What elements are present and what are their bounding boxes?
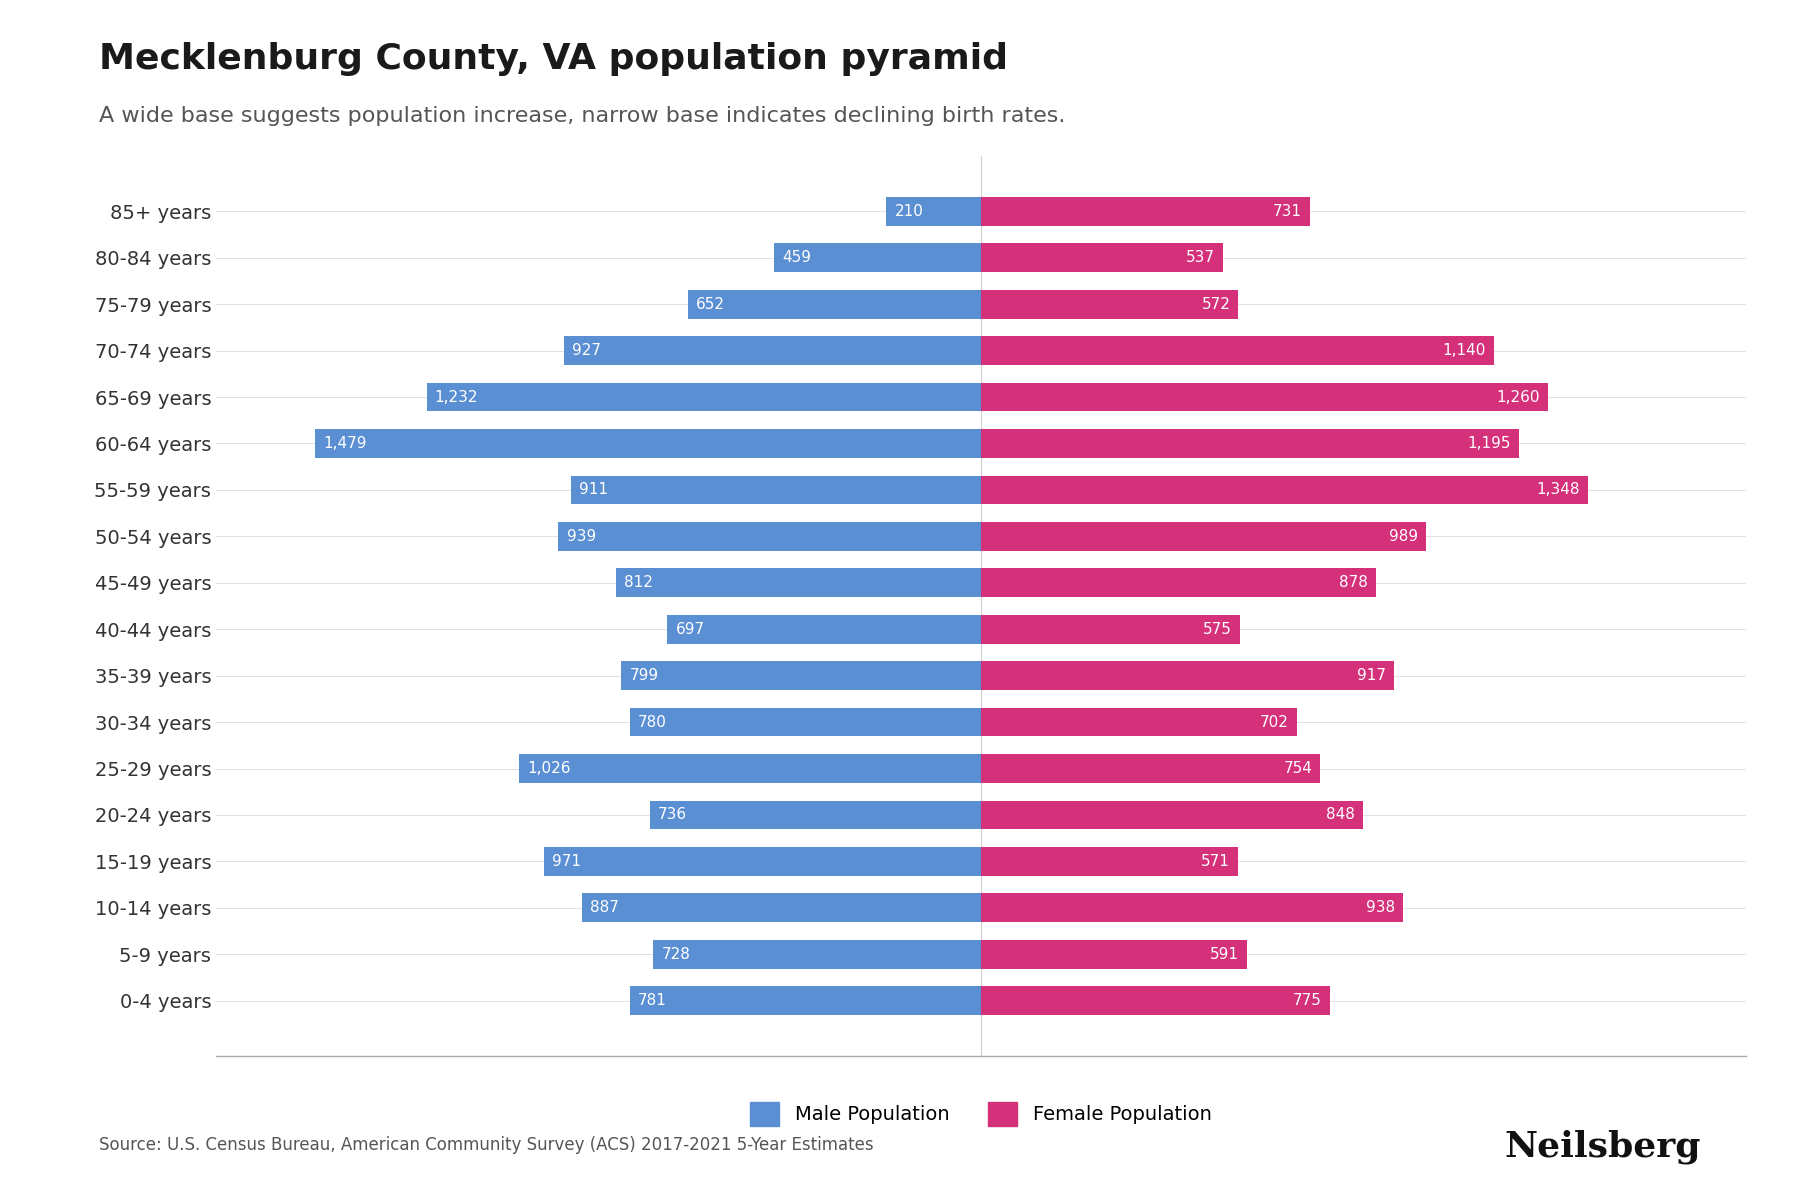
Text: 939: 939 (567, 529, 596, 544)
Text: 754: 754 (1283, 761, 1312, 776)
Text: 887: 887 (590, 900, 619, 916)
Bar (981, 708, 1296, 737)
Bar (981, 197, 1310, 226)
Bar (315, 430, 981, 458)
Text: 878: 878 (1339, 575, 1368, 590)
Bar (886, 197, 981, 226)
Text: 459: 459 (783, 251, 812, 265)
Text: 1,026: 1,026 (527, 761, 571, 776)
Text: 848: 848 (1325, 808, 1354, 822)
Text: 799: 799 (630, 668, 659, 683)
Bar (981, 383, 1548, 412)
Bar (621, 661, 981, 690)
Text: 702: 702 (1260, 714, 1289, 730)
Text: 911: 911 (580, 482, 608, 498)
Text: 812: 812 (623, 575, 653, 590)
Bar (616, 569, 981, 598)
Bar (981, 430, 1519, 458)
Text: 927: 927 (572, 343, 601, 358)
Text: A wide base suggests population increase, narrow base indicates declining birth : A wide base suggests population increase… (99, 106, 1066, 126)
Text: 1,479: 1,479 (324, 436, 367, 451)
Text: 728: 728 (662, 947, 691, 961)
Text: 571: 571 (1201, 854, 1229, 869)
Text: Mecklenburg County, VA population pyramid: Mecklenburg County, VA population pyrami… (99, 42, 1008, 76)
Bar (981, 244, 1222, 272)
Text: 989: 989 (1390, 529, 1418, 544)
Bar (981, 986, 1330, 1015)
Text: 938: 938 (1366, 900, 1395, 916)
Text: 1,260: 1,260 (1496, 390, 1539, 404)
Text: 572: 572 (1201, 296, 1231, 312)
Bar (981, 475, 1588, 504)
Bar (981, 569, 1375, 598)
Bar (558, 522, 981, 551)
Text: 971: 971 (553, 854, 581, 869)
Bar (427, 383, 981, 412)
Text: Neilsberg: Neilsberg (1505, 1129, 1701, 1164)
Bar (981, 289, 1238, 318)
Bar (774, 244, 981, 272)
Text: 1,348: 1,348 (1535, 482, 1579, 498)
Bar (581, 894, 981, 923)
Bar (981, 800, 1363, 829)
Bar (544, 847, 981, 876)
Bar (630, 708, 981, 737)
Text: 591: 591 (1210, 947, 1238, 961)
Text: 775: 775 (1292, 994, 1321, 1008)
Legend: Male Population, Female Population: Male Population, Female Population (731, 1082, 1231, 1145)
Bar (981, 661, 1393, 690)
Text: 537: 537 (1186, 251, 1215, 265)
Bar (518, 754, 981, 782)
Bar (981, 614, 1240, 643)
Text: 1,195: 1,195 (1467, 436, 1510, 451)
Bar (650, 800, 981, 829)
Text: 736: 736 (657, 808, 688, 822)
Bar (981, 940, 1247, 968)
Text: 780: 780 (637, 714, 668, 730)
Bar (563, 336, 981, 365)
Text: 697: 697 (675, 622, 704, 637)
Bar (981, 754, 1319, 782)
Text: 917: 917 (1357, 668, 1386, 683)
Text: 781: 781 (637, 994, 666, 1008)
Text: 1,232: 1,232 (434, 390, 479, 404)
Text: 731: 731 (1273, 204, 1301, 218)
Bar (630, 986, 981, 1015)
Bar (981, 894, 1404, 923)
Bar (981, 336, 1494, 365)
Bar (688, 289, 981, 318)
Bar (571, 475, 981, 504)
Text: 652: 652 (695, 296, 725, 312)
Text: 210: 210 (895, 204, 923, 218)
Bar (653, 940, 981, 968)
Bar (981, 847, 1238, 876)
Text: Source: U.S. Census Bureau, American Community Survey (ACS) 2017-2021 5-Year Est: Source: U.S. Census Bureau, American Com… (99, 1136, 873, 1154)
Text: 1,140: 1,140 (1442, 343, 1485, 358)
Text: 575: 575 (1202, 622, 1231, 637)
Bar (981, 522, 1426, 551)
Bar (668, 614, 981, 643)
